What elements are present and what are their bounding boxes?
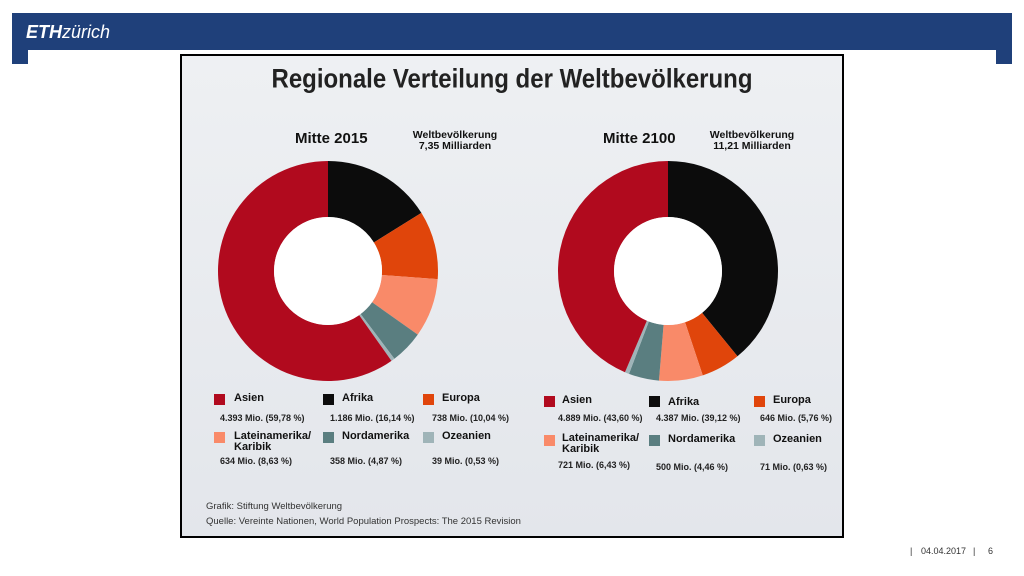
header-bar-left-tab [12,50,28,64]
chart1-slice-europa [373,212,438,280]
header-bar-right-tab [996,50,1012,64]
chart2-slice-asien [558,161,668,373]
legend2-value-asien: 4.889 Mio. (43,60 %) [558,413,643,423]
chart1-donut-hole [274,217,382,325]
legend-label-lateinamerika: Lateinamerika/ Karibik [234,430,312,453]
source-credit-data: Quelle: Vereinte Nationen, World Populat… [206,516,521,527]
chart2-donut-hole [614,217,722,325]
legend-swatch-lateinamerika [214,432,225,443]
legend2-label-afrika: Afrika [668,396,700,408]
legend2-swatch-afrika [649,396,660,407]
legend2-value-ozeanien: 71 Mio. (0,63 %) [760,462,828,472]
chart1-slice-afrika [328,161,422,243]
legend-label-afrika: Afrika [342,392,374,404]
chart2-slice-europa [685,312,738,376]
legend2-value-afrika: 4.387 Mio. (39,12 %) [656,413,741,423]
chart2-slice-ozeanien [624,320,649,374]
legend-label-asien: Asien [234,392,264,404]
chart-image: Regionale Verteilung der Weltbevölkerung… [180,54,844,538]
legend-swatch-afrika [323,394,334,405]
legend2-label-europa: Europa [773,394,811,406]
chart1-subtitle-line1: Weltbevölkerung [412,129,498,141]
legend-value-nordamerika: 358 Mio. (4,87 %) [330,456,403,466]
chart2-subtitle-line2: 11,21 Milliarden [713,140,791,152]
footer-page-number: 6 [988,546,994,556]
chart2-title: Mitte 2100 [603,130,676,147]
chart2-donut [558,161,778,381]
legend-swatch-asien [214,394,225,405]
legend2-value-nordamerika: 500 Mio. (4,46 %) [656,462,729,472]
legend2-swatch-europa [754,396,765,407]
footer-date: 04.04.2017 [921,546,967,556]
eth-logo: ETHzürich [26,21,110,43]
legend-swatch-ozeanien [423,432,434,443]
legend2-label-asien: Asien [562,394,592,406]
chart1-slice-nordamerika [360,302,418,359]
legend2-swatch-asien [544,396,555,407]
legend-value-lateinamerika: 634 Mio. (8,63 %) [220,456,293,466]
chart2-slice-lateinamerika [658,322,703,381]
header-bar [12,13,1012,50]
chart1-subtitle: Weltbevölkerung 7,35 Milliarden [400,130,510,152]
legend2-swatch-nordamerika [649,435,660,446]
chart2-subtitle: Weltbevölkerung 11,21 Milliarden [697,130,807,152]
footer-separator-1: | [910,546,913,556]
chart2-slice-nordamerika [628,321,664,381]
legend-swatch-europa [423,394,434,405]
chart2-subtitle-line1: Weltbevölkerung [709,129,795,141]
logo-bold: ETH [26,22,62,42]
legend2-label-nordamerika: Nordamerika [668,433,736,445]
legend-label-ozeanien: Ozeanien [442,430,491,442]
legend-value-europa: 738 Mio. (10,04 %) [432,413,510,423]
logo-text: zürich [62,22,111,42]
chart1-slice-asien [217,161,392,381]
chart1-slice-ozeanien [359,314,395,361]
legend-value-ozeanien: 39 Mio. (0,53 %) [432,456,500,466]
legend2-value-europa: 646 Mio. (5,76 %) [760,413,833,423]
chart1-slice-lateinamerika [372,275,438,335]
legend-label-nordamerika: Nordamerika [342,430,410,442]
legend-value-asien: 4.393 Mio. (59,78 %) [220,413,305,423]
legend2-label-ozeanien: Ozeanien [773,433,822,445]
chart1-title: Mitte 2015 [295,130,368,147]
chart-title: Regionale Verteilung der Weltbevölkerung [271,64,753,95]
legend2-swatch-lateinamerika [544,435,555,446]
footer-separator-2: | [973,546,976,556]
source-credit-graphic: Grafik: Stiftung Weltbevölkerung [206,501,343,512]
legend-value-afrika: 1.186 Mio. (16,14 %) [330,413,415,423]
legend-label-europa: Europa [442,392,480,404]
legend2-swatch-ozeanien [754,435,765,446]
chart2-slice-afrika [668,161,778,357]
chart1-subtitle-line2: 7,35 Milliarden [418,140,492,152]
legend-swatch-nordamerika [323,432,334,443]
chart1-donut [217,161,438,381]
legend2-value-lateinamerika: 721 Mio. (6,43 %) [558,460,631,470]
legend2-label-lateinamerika: Lateinamerika/ Karibik [562,432,640,455]
